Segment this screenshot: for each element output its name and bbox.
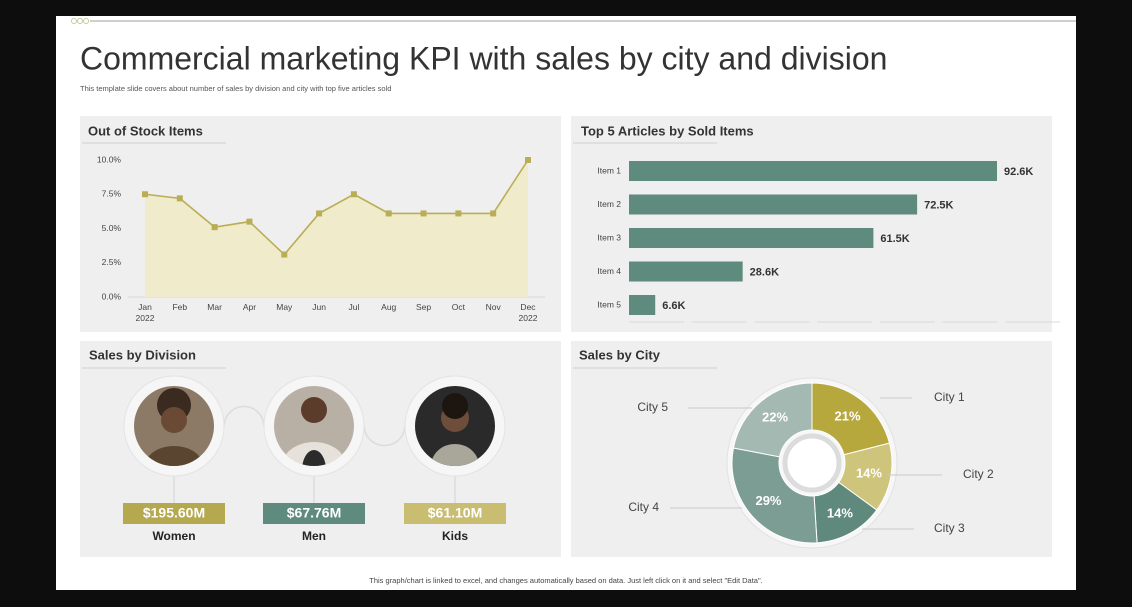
- y-tick-label: Item 5: [597, 299, 621, 309]
- division-value: $195.60M: [143, 505, 205, 521]
- x-tick-label: Nov: [485, 302, 501, 312]
- data-label: 6.6K: [662, 300, 685, 312]
- division-label: Men: [302, 529, 326, 543]
- x-tick-label: Jun: [312, 302, 326, 312]
- x-tick-label: Feb: [172, 302, 188, 312]
- y-tick-label: Item 1: [597, 165, 621, 175]
- value-box: [404, 503, 506, 524]
- chart-title: Out of Stock Items: [88, 123, 203, 138]
- division-photos: [123, 375, 506, 477]
- data-label: 21%: [835, 409, 861, 424]
- x-tick-label: Mar: [207, 302, 222, 312]
- point: [350, 191, 357, 198]
- y-tick-label: Item 3: [597, 232, 621, 242]
- x-tick-label: Jul: [348, 302, 360, 312]
- data-label: 14%: [827, 505, 853, 520]
- area: [145, 160, 528, 297]
- y-tick-label: 0.0%: [102, 291, 122, 301]
- point: [246, 218, 253, 225]
- legend-label: City 2: [963, 467, 994, 481]
- legend-label: City 4: [628, 500, 659, 514]
- x-tick-label: Dec 2022: [518, 302, 538, 323]
- x-tick-label: Jan 2022: [135, 302, 155, 323]
- panel-title: Sales by Division: [89, 347, 196, 362]
- value-box: [263, 503, 365, 524]
- point: [525, 157, 531, 163]
- division-connectors: [173, 405, 456, 503]
- y-tick-label: 5.0%: [102, 223, 122, 233]
- pie-slice: [811, 382, 891, 456]
- point: [176, 195, 183, 202]
- legend-label: City 5: [637, 400, 668, 414]
- data-label: 92.6K: [1004, 166, 1033, 178]
- chart-title: Sales by City: [579, 347, 661, 362]
- y-tick-label: Item 4: [597, 266, 621, 276]
- data-label: 22%: [762, 410, 788, 425]
- point: [385, 210, 392, 217]
- data-label: 29%: [755, 493, 781, 508]
- x-tick-label: Aug: [381, 302, 397, 312]
- bar: [629, 161, 997, 181]
- division-label: Women: [152, 529, 195, 543]
- legend-label: City 3: [934, 521, 965, 535]
- y-tick-label: 7.5%: [102, 189, 122, 199]
- y-tick-label: 2.5%: [102, 257, 122, 267]
- y-tick-label: Item 2: [597, 199, 621, 209]
- legend-label: City 1: [934, 390, 965, 404]
- pie-slice: [732, 382, 813, 458]
- point: [142, 191, 148, 198]
- division-value: $61.10M: [428, 505, 482, 521]
- footer-note: This graph/chart is linked to excel, and…: [369, 576, 762, 585]
- top-dots: [71, 18, 89, 24]
- point: [420, 210, 427, 217]
- x-tick-label: Oct: [451, 302, 465, 312]
- pie-slice: [731, 447, 818, 544]
- division-value: $67.76M: [287, 505, 341, 521]
- data-label: 28.6K: [750, 266, 779, 278]
- x-tick-label: May: [276, 302, 293, 312]
- x-tick-label: Sep: [415, 302, 432, 312]
- data-label: 61.5K: [880, 233, 909, 245]
- panel-title-rules: [82, 142, 717, 369]
- pie-center: [782, 433, 842, 493]
- bar: [629, 261, 743, 282]
- point: [281, 251, 288, 258]
- bar: [629, 194, 918, 215]
- bar: [629, 295, 656, 315]
- line: [144, 159, 529, 256]
- data-label: 14%: [856, 465, 882, 480]
- chart-title: Top 5 Articles by Sold Items: [581, 123, 754, 138]
- x-tick-label: Apr: [242, 302, 257, 312]
- division-label: Kids: [442, 529, 468, 543]
- point: [211, 224, 218, 231]
- point: [455, 210, 462, 217]
- value-box: [123, 503, 225, 524]
- slide-subtitle: This template slide covers about number …: [80, 84, 391, 93]
- bar: [629, 228, 874, 248]
- data-label: 72.5K: [924, 199, 953, 211]
- point: [490, 210, 497, 217]
- slide-title: Commercial marketing KPI with sales by c…: [80, 40, 887, 76]
- y-tick-label: 10.0%: [97, 154, 122, 164]
- point: [316, 210, 323, 217]
